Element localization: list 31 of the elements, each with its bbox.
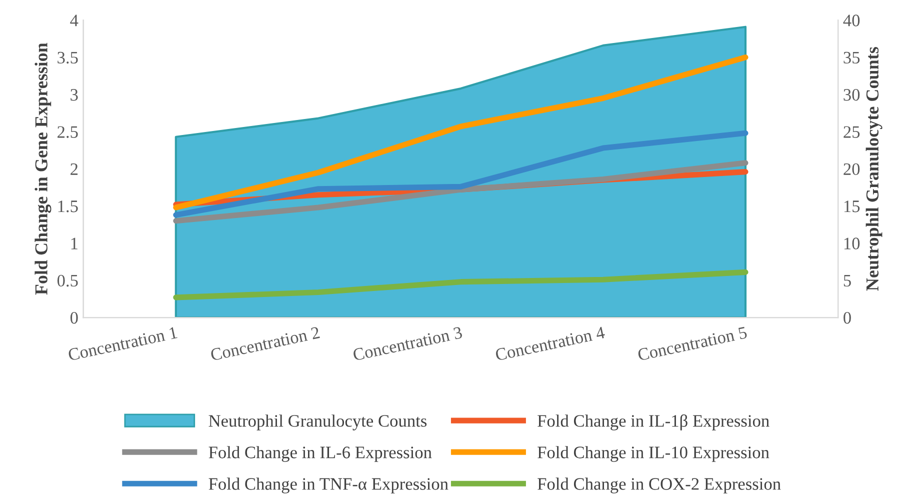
y-tick-label: 1 [71, 238, 78, 250]
y-tick-label: 0.5 [57, 274, 78, 287]
legend-label: Neutrophil Granulocyte Counts [208, 414, 427, 430]
x-tick-label: Concentration 1 [68, 326, 178, 361]
y2-axis-title: Neutrophil Granulocyte Counts [866, 47, 882, 291]
y-tick-label: 4 [70, 14, 78, 26]
legend-label: Fold Change in IL-6 Expression [208, 446, 432, 462]
y2-tick-label: 20 [844, 163, 860, 176]
x-tick-label: Concentration 5 [637, 326, 748, 361]
x-tick-label: Concentration 3 [352, 326, 463, 361]
legend-label: Fold Change in IL-1β Expression [538, 414, 770, 430]
y-tick-label: 2.5 [58, 126, 78, 138]
y2-tick-label: 35 [844, 52, 860, 64]
y-tick-label: 2 [70, 163, 78, 175]
x-tick-label: Concentration 4 [494, 326, 606, 361]
y-tick-label: 3.5 [58, 52, 78, 64]
y2-tick-label: 30 [844, 88, 860, 101]
y-tick-label: 1.5 [58, 200, 78, 212]
legend-label: Fold Change in IL-10 Expression [538, 446, 770, 462]
y2-tick-label: 5 [844, 275, 851, 287]
legend-label: Fold Change in TNF-α Expression [208, 478, 448, 494]
y-tick-label: 0 [70, 312, 78, 324]
y2-tick-label: 10 [844, 238, 860, 250]
legend-label: Fold Change in COX-2 Expression [538, 478, 781, 494]
x-tick-label: Concentration 2 [210, 326, 320, 361]
y2-tick-label: 15 [844, 200, 860, 212]
y-axis-title: Fold Change in Gene Expression [34, 42, 52, 295]
y2-tick-label: 25 [844, 126, 860, 138]
y2-tick-label: 0 [844, 312, 851, 324]
y-tick-label: 3 [70, 89, 78, 101]
y2-tick-label: 40 [843, 14, 860, 26]
